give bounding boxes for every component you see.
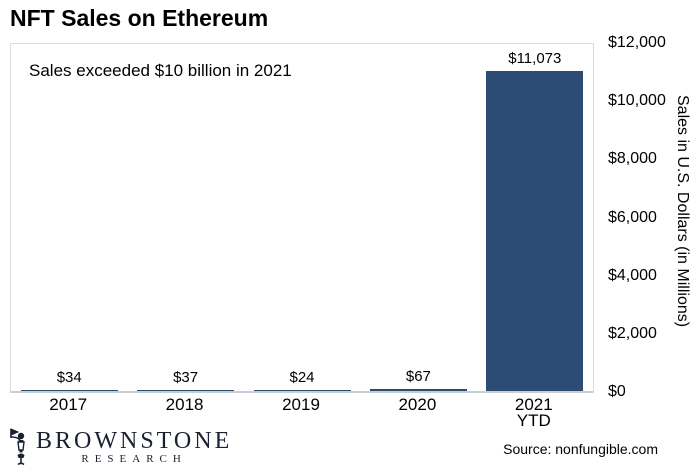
y-tick-label: $12,000	[608, 34, 666, 51]
x-category-label: 2017	[49, 395, 88, 414]
y-tick-label: $2,000	[608, 325, 657, 342]
x-category-label: 2019	[282, 395, 320, 414]
y-tick-label: $6,000	[608, 209, 657, 226]
y-tick-label: $0	[608, 383, 626, 400]
plot-area: Sales exceeded $10 billion in 2021 $34 $3…	[10, 43, 594, 393]
y-axis-tick-labels: $12,000 $10,000 $8,000 $6,000 $4,000 $2,000 $0	[608, 34, 688, 400]
y-tick-label: $4,000	[608, 267, 657, 284]
bar-value-label: $11,073	[508, 50, 562, 67]
bar-value-label: $34	[56, 369, 82, 386]
bar-2021-ytd	[486, 71, 584, 391]
x-category-label: 2018	[165, 395, 204, 414]
x-category-label: 2020	[398, 395, 437, 414]
logo-text: BROWNSTONE RESEARCH	[36, 428, 233, 465]
bar-2020	[369, 389, 467, 391]
bar-2018	[137, 390, 235, 391]
chart-footer: BROWNSTONE RESEARCH Source: nonfungible.…	[0, 425, 700, 473]
bar-2017	[20, 390, 118, 391]
bar-value-label: $37	[173, 369, 199, 386]
y-axis-title: Sales in U.S. Dollars (in Millions)	[674, 95, 691, 328]
y-tick-label: $8,000	[608, 150, 657, 167]
y-tick-label: $10,000	[608, 92, 666, 109]
chart-title: NFT Sales on Ethereum	[10, 5, 269, 31]
lantern-icon	[10, 428, 25, 466]
x-category-label: 2021 YTD	[514, 395, 553, 430]
bar-2019	[253, 390, 351, 391]
x-axis-category-labels: 2017 2018 2019 2020 2021 YTD	[10, 395, 592, 431]
chart-annotation: Sales exceeded $10 billion in 2021	[29, 61, 292, 80]
logo-research-label: RESEARCH	[81, 453, 187, 465]
bar-value-label: $24	[289, 369, 315, 386]
brownstone-research-logo: BROWNSTONE RESEARCH	[8, 428, 233, 466]
bar-value-label: $67	[405, 368, 431, 385]
source-credit: Source: nonfungible.com	[503, 441, 658, 457]
logo-brownstone-label: BROWNSTONE	[36, 428, 233, 454]
